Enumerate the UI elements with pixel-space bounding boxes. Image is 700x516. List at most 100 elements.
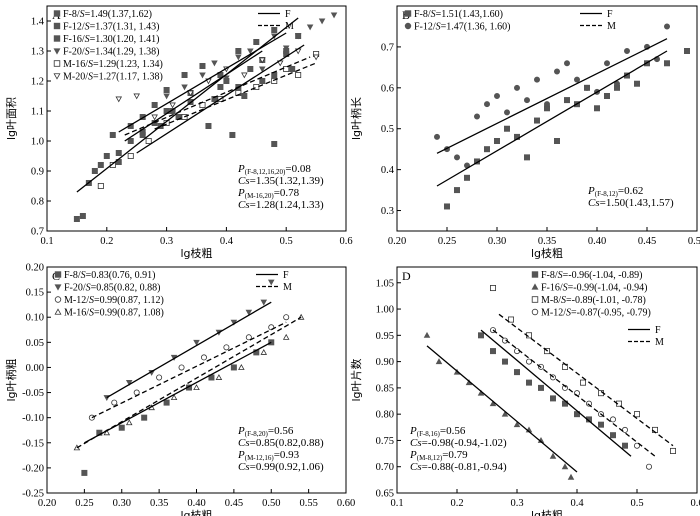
data-point [163,93,170,100]
legend-entry: M-12/S=-0.87(-0.95, -0.79) [541,308,651,319]
data-point [624,48,631,55]
stat-text: P(F-8,20)=0.56 [237,425,294,438]
data-point [594,105,601,112]
data-point [554,68,561,75]
x-tick-label: 0.6 [690,498,700,509]
line-legend-label: M [655,337,664,348]
y-tick-label: 0.7 [381,42,394,53]
x-axis-label: lg枝粗 [180,246,212,260]
data-point [271,140,278,147]
data-point [103,152,110,159]
y-tick-label: 0.90 [376,357,394,368]
y-tick-label: 0.65 [376,489,394,500]
data-point [163,87,170,94]
data-point [181,84,188,91]
data-point [253,39,260,46]
regression-line [124,56,311,136]
data-point [169,102,176,109]
legend-entry: F-20/S=1.34(1.29, 1.38) [63,47,159,58]
legend-marker [54,308,62,315]
data-point [283,66,290,73]
line-legend-label: M [607,21,616,32]
x-tick-label: 0.35 [538,236,556,247]
data-point [97,161,104,168]
data-point [610,416,617,423]
data-point [586,400,593,407]
data-point [318,18,326,25]
data-point [241,72,248,79]
data-point [503,125,510,132]
x-tick-label: 0.3 [510,498,523,509]
data-point [622,442,629,449]
x-tick-label: 0.20 [38,498,56,509]
data-point [483,101,490,108]
regression-line [154,62,317,130]
x-tick-label: 0.50 [688,236,700,247]
stat-text: Cs=-0.98(-0.94,-1.02) [410,437,507,449]
legend-marker [531,271,539,278]
stat-text: Cs=1.28(1.24,1.33) [238,199,324,211]
y-tick-label: 0.5 [381,124,394,135]
data-point [550,395,557,402]
data-point [294,33,302,40]
stat-text: Cs=1.50(1.43,1.57) [588,197,674,209]
y-tick-label: 0.95 [376,331,394,342]
data-point [79,212,86,219]
data-point [211,60,218,67]
line-legend-label: F [655,325,661,336]
x-tick-label: 0.30 [488,236,506,247]
x-tick-label: 0.50 [262,498,280,509]
data-point [634,411,641,418]
data-point [463,174,470,181]
data-point [115,149,122,156]
x-tick-label: 0.45 [225,498,243,509]
data-point [81,469,88,476]
data-point [433,133,440,140]
stat-text: P(F-8,12,16,20)=0.08 [237,163,311,176]
x-tick-label: 0.1 [40,236,53,247]
data-point [215,374,223,380]
legend-marker [531,296,539,303]
data-point [260,348,268,355]
data-point [684,48,691,55]
y-tick-label: 1.4 [31,17,45,28]
panel-b: B0.200.250.300.350.400.450.500.30.40.50.… [350,5,700,260]
y-tick-label: -0.25 [22,489,44,500]
line-legend-label: F [285,9,291,20]
y-tick-label: 0.3 [381,206,394,217]
data-point [163,399,170,406]
line-legend-label: M [283,282,292,293]
y-axis-label: lg叶面积 [5,97,18,140]
y-tick-label: 0.8 [31,197,44,208]
regression-line [498,313,674,447]
y-tick-label: 1.1 [31,107,44,118]
data-point [443,203,450,210]
data-point [513,421,521,428]
legend-entry: M-12/S=0.99(0.87, 1.12) [64,295,164,306]
data-point [127,137,134,144]
data-point [524,97,531,104]
data-point [564,97,571,104]
data-point [664,23,671,30]
data-point [634,442,641,449]
y-tick-label: 0.6 [381,83,394,94]
stat-text: P(M-8,12)=0.79 [409,449,468,462]
data-point [295,72,302,79]
data-point [151,114,158,121]
data-point [598,421,605,428]
x-tick-label: 0.2 [100,236,113,247]
x-axis-label: lg枝粗 [180,508,212,516]
data-point [109,161,116,168]
stat-text: P(M-12,16)=0.93 [237,449,300,462]
y-tick-label: 0.4 [381,165,395,176]
regression-line [436,50,668,187]
panel-a: A0.10.20.30.40.50.60.70.80.91.01.11.21.3… [5,5,353,260]
data-point [534,76,541,83]
stat-text: Cs=-0.88(-0.81,-0.94) [410,461,507,473]
data-point [473,113,480,120]
data-point [423,331,431,338]
data-point [610,432,617,439]
data-point [604,60,611,67]
legend-entry: F-16/S=-0.99(-1.04, -0.94) [541,283,647,294]
y-tick-label: 0.20 [26,263,44,274]
